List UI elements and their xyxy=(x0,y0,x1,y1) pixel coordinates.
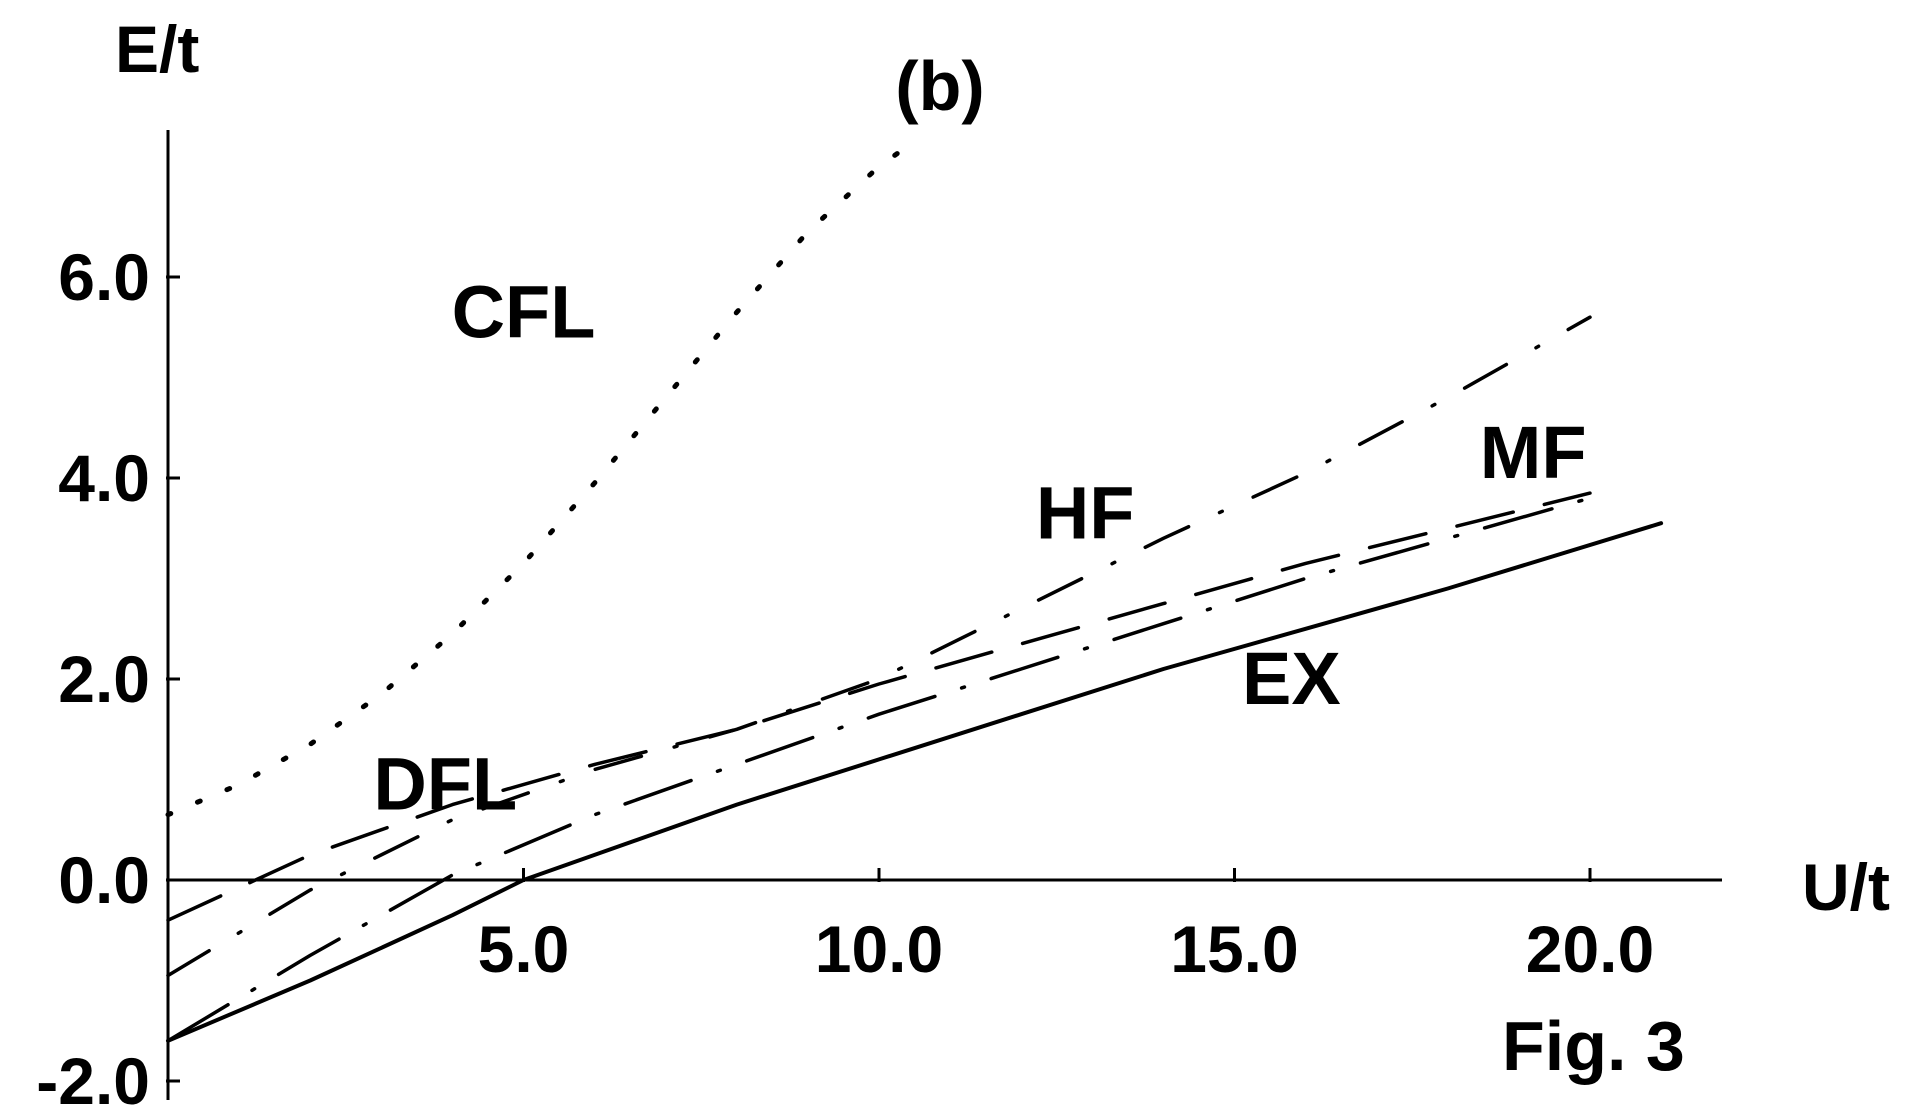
x-tick-label: 10.0 xyxy=(815,912,943,986)
y-tick-label: -2.0 xyxy=(36,1044,150,1110)
series-line-ex xyxy=(166,521,1664,1043)
figure-label: Fig. 3 xyxy=(1502,1007,1685,1085)
series-line-cfl xyxy=(165,138,917,818)
y-tick-label: 4.0 xyxy=(58,441,150,515)
series-label-hf: HF xyxy=(1036,471,1135,554)
series-line-dfl xyxy=(166,491,1592,922)
labels: E/t U/t (b) Fig. 3 xyxy=(115,12,1890,1085)
panel-label: (b) xyxy=(895,47,984,125)
y-tick-label: 2.0 xyxy=(58,642,150,716)
series-group: CFL HF DFL MF EX xyxy=(165,138,1664,1043)
x-tick-label: 5.0 xyxy=(478,912,570,986)
series-label-cfl: CFL xyxy=(452,270,596,353)
x-axis-label: U/t xyxy=(1802,850,1890,924)
y-tick-label: 0.0 xyxy=(58,843,150,917)
ticks: 5.0 10.0 15.0 20.0 -2.0 0.0 2.0 4.0 6.0 xyxy=(36,240,1654,1110)
axes xyxy=(166,130,1722,1100)
series-label-ex: EX xyxy=(1242,637,1341,720)
series-line-hf xyxy=(166,315,1592,978)
series-label-dfl: DFL xyxy=(373,743,517,826)
x-tick-label: 15.0 xyxy=(1170,912,1298,986)
x-tick-label: 20.0 xyxy=(1526,912,1654,986)
y-axis-label: E/t xyxy=(115,12,199,86)
y-tick-label: 6.0 xyxy=(58,240,150,314)
series-line-mf xyxy=(166,496,1592,1043)
series-label-mf: MF xyxy=(1480,411,1587,494)
